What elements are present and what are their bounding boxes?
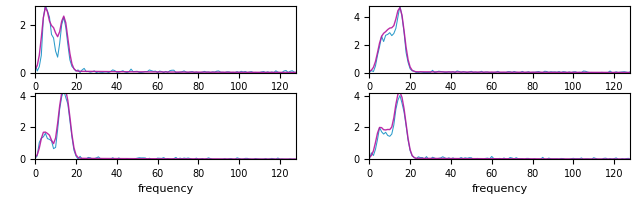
X-axis label: frequency: frequency: [138, 184, 194, 194]
X-axis label: frequency: frequency: [472, 184, 528, 194]
